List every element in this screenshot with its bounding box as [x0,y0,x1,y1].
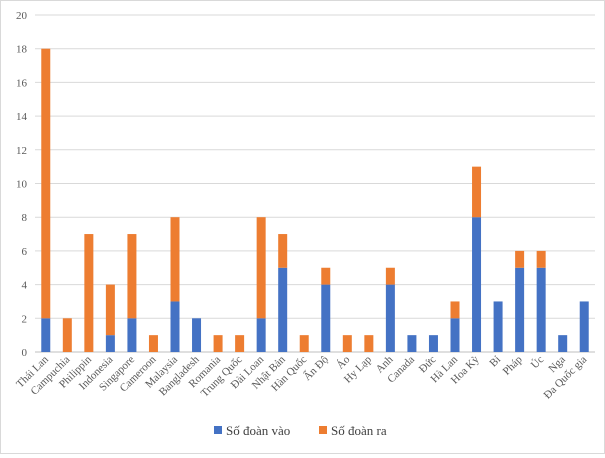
bar-ra [321,267,331,285]
bar-ra [342,335,352,352]
bar-ra [41,48,51,319]
bar-vao [472,217,482,352]
legend-swatch [319,426,327,434]
bar-vao [407,335,417,352]
bar-ra [278,234,288,268]
y-tick-label: 16 [16,77,28,89]
bar-vao [41,318,51,352]
bar-vao [105,335,115,352]
bar-vao [321,284,331,352]
legend-swatch [214,426,222,434]
bar-ra [148,335,158,352]
y-axis-ticks: 0 2 4 6 8 10 12 14 16 18 20 [16,10,28,359]
y-tick-label: 14 [16,111,28,123]
bar-ra [536,250,546,268]
bar-ra [256,217,266,319]
bar-vao [127,318,137,352]
bar-vao [579,301,589,352]
y-tick-label: 10 [16,179,28,191]
bar-vao [536,267,546,352]
y-tick-label: 0 [22,347,28,359]
x-tick-label: Bỉ [487,354,503,370]
y-tick-label: 6 [22,246,28,258]
y-tick-label: 20 [16,10,28,22]
bar-vao [450,318,460,352]
bar-ra [364,335,374,352]
legend-label: Số đoàn ra [331,423,387,438]
bar-vao [558,335,568,352]
legend-label: Số đoàn vào [226,423,290,438]
bar-ra [127,234,137,319]
bar-ra [62,318,72,352]
bars [41,48,589,352]
x-tick-label: Úc [529,354,547,372]
bar-ra [515,250,525,268]
bar-ra [235,335,245,352]
x-tick-label: Ấn Độ [301,353,332,384]
y-tick-label: 12 [16,145,27,157]
bar-vao [493,301,503,352]
y-tick-label: 18 [16,44,28,56]
bar-ra [84,234,94,352]
y-tick-label: 4 [22,280,28,292]
gridlines [35,14,595,353]
bar-ra [213,335,223,352]
bar-ra [472,166,482,218]
x-axis-labels: Thái LanCampuchiaPhilippinIndonesiaSinga… [14,353,589,402]
y-tick-label: 2 [22,313,28,325]
bar-ra [299,335,309,352]
y-tick-label: 8 [22,212,28,224]
bar-ra [385,267,395,285]
bar-vao [192,318,202,352]
x-tick-label: Pháp [501,353,525,377]
legend: Số đoàn vào Số đoàn ra [214,423,387,438]
bar-vao [515,267,525,352]
bar-ra [450,301,460,319]
bar-ra [170,217,180,302]
bar-vao [278,267,288,352]
bar-vao [256,318,266,352]
bar-ra [105,284,115,336]
bar-vao [170,301,180,352]
bar-vao [428,335,438,352]
bar-vao [385,284,395,352]
